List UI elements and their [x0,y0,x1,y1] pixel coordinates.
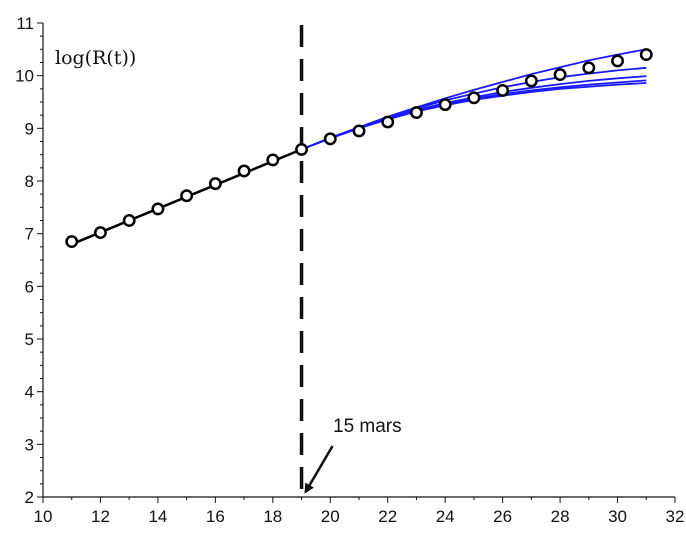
y-tick-label: 9 [25,119,34,138]
data-point [151,202,165,216]
data-point [524,74,538,88]
data-point [295,142,308,156]
data-point [410,106,423,119]
data-point [237,164,251,178]
x-tick-label: 10 [34,507,53,526]
data-point [352,124,366,138]
x-tick-label: 32 [666,507,685,526]
x-tick-label: 18 [263,507,282,526]
data-point [180,189,194,203]
data-point [381,115,395,129]
y-tick-label: 10 [15,67,34,86]
labels-group: log(R(t)) 15 mars [55,47,402,437]
data-point [553,68,567,82]
axes: 10 12 14 16 18 20 22 24 26 28 30 32 2 3 4 5 6 7 8 9 10 11 [15,14,684,526]
y-axis-label: log(R(t)) [55,47,136,69]
scenario-line [301,75,647,151]
data-point [467,91,481,105]
y-tick-label: 7 [25,225,34,244]
markers-group [65,48,653,249]
data-point [266,153,280,167]
x-tick-label: 14 [148,507,167,526]
data-point [122,214,136,227]
annotation-text: 15 mars [333,416,402,437]
y-tick-label: 4 [25,383,34,402]
data-point [582,61,596,75]
data-point [65,235,79,249]
x-tick-label: 24 [436,507,455,526]
y-tick-label: 6 [25,277,34,296]
x-tick-label: 28 [551,507,570,526]
data-point [323,132,337,146]
y-tick-label: 8 [25,172,34,191]
data-point [496,83,510,97]
x-tick-label: 20 [321,507,340,526]
data-point [438,98,452,112]
x-tick-label: 12 [91,507,110,526]
x-tick-label: 22 [378,507,397,526]
data-point [208,177,222,191]
y-tick-label: 3 [25,435,34,454]
x-tick-label: 26 [493,507,512,526]
data-point [639,48,653,62]
data-point [611,54,624,68]
y-tick-label: 5 [25,330,34,349]
annotation-arrow [304,445,334,494]
data-point [94,226,107,240]
y-tick-label: 2 [25,488,34,507]
x-tick-label: 16 [206,507,225,526]
y-tick-label: 11 [16,14,34,33]
x-tick-label: 30 [608,507,627,526]
